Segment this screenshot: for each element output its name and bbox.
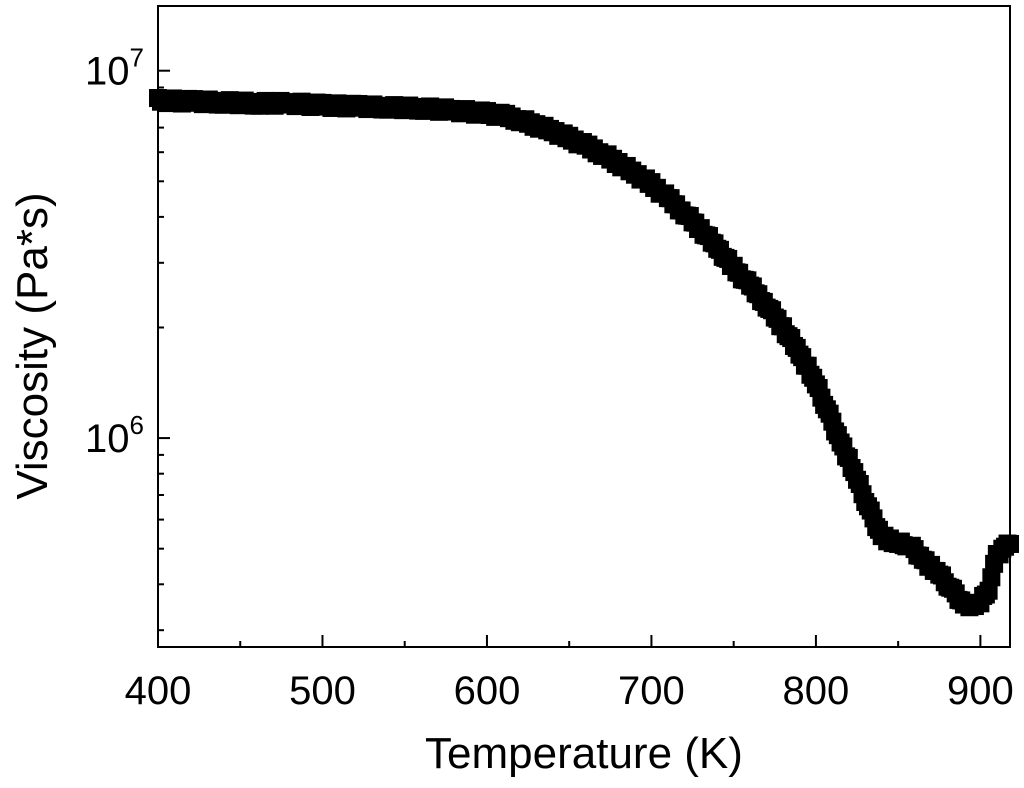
- y-tick-label: 106: [85, 410, 144, 461]
- x-tick-label: 400: [125, 669, 192, 713]
- x-axis-ticks: 400 500 600 700 800 900: [125, 635, 1014, 713]
- y-axis-ticks: 106 107: [85, 43, 170, 632]
- y-tick-label: 107: [85, 43, 144, 94]
- y-axis-title: Viscosity (Pa*s): [8, 192, 57, 499]
- x-tick-label: 800: [783, 669, 850, 713]
- x-tick-label: 900: [947, 669, 1014, 713]
- data-point: [1001, 534, 1019, 553]
- x-tick-label: 700: [618, 669, 685, 713]
- x-axis-title: Temperature (K): [425, 729, 743, 778]
- x-tick-label: 500: [289, 669, 356, 713]
- data-points: [149, 89, 1019, 617]
- x-tick-label: 600: [454, 669, 521, 713]
